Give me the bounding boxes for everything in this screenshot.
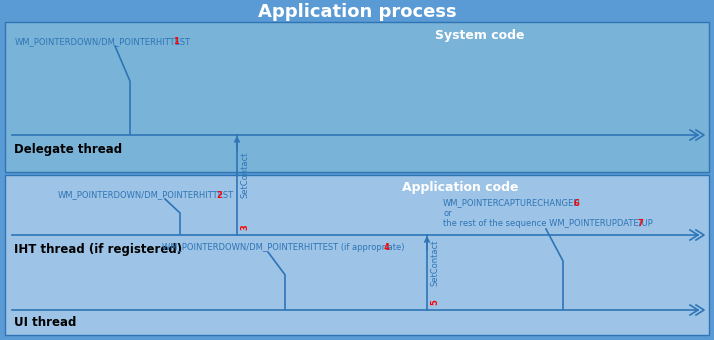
Bar [5, 175, 709, 335]
Text: WM_POINTERDOWN/DM_POINTERHITTEST: WM_POINTERDOWN/DM_POINTERHITTEST [15, 37, 191, 47]
Text: 2: 2 [216, 190, 222, 200]
Text: 4: 4 [384, 243, 390, 253]
Text: 1: 1 [173, 37, 179, 47]
Text: 3: 3 [240, 224, 249, 230]
Text: WM_POINTERDOWN/DM_POINTERHITTEST: WM_POINTERDOWN/DM_POINTERHITTEST [58, 190, 234, 200]
Text: WM_POINTERCAPTURECHANGED: WM_POINTERCAPTURECHANGED [443, 199, 580, 207]
Text: or: or [443, 208, 452, 218]
Text: UI thread: UI thread [14, 316, 76, 328]
Text: System code: System code [436, 29, 525, 41]
Bar [5, 22, 709, 172]
Text: 5: 5 [430, 299, 439, 305]
Text: 7: 7 [638, 219, 644, 227]
Text: Application process: Application process [258, 3, 456, 21]
Text: IHT thread (if registered): IHT thread (if registered) [14, 242, 182, 255]
Text: WM_POINTERDOWN/DM_POINTERHITTEST (if appropriate): WM_POINTERDOWN/DM_POINTERHITTEST (if app… [162, 243, 405, 253]
Text: the rest of the sequence WM_POINTERUPDATE/UP: the rest of the sequence WM_POINTERUPDAT… [443, 219, 653, 227]
Text: Delegate thread: Delegate thread [14, 142, 122, 155]
Text: SetContact: SetContact [240, 152, 249, 198]
Text: Application code: Application code [402, 181, 518, 193]
Text: SetContact: SetContact [430, 239, 439, 286]
Text: 6: 6 [574, 199, 580, 207]
